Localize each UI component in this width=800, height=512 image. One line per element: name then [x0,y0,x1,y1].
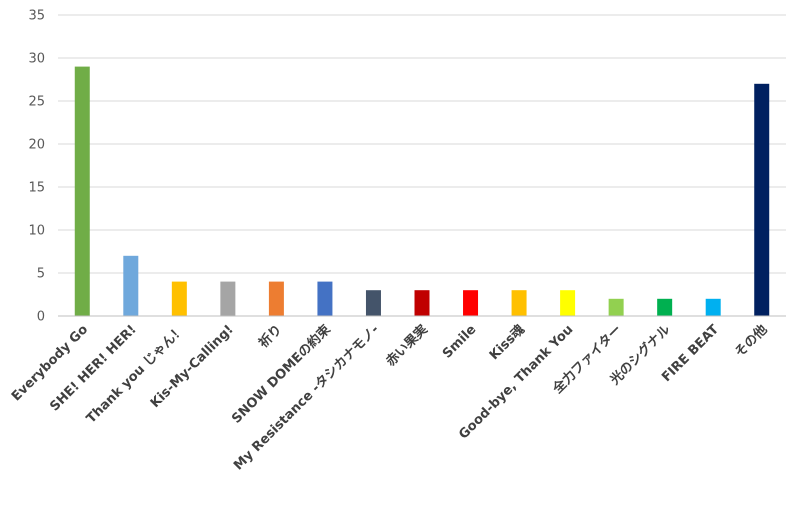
bar [220,281,236,316]
y-tick-label: 30 [28,52,45,67]
y-tick-label: 15 [28,181,45,196]
x-tick-label: 祈り [256,322,286,352]
y-tick-label: 10 [28,224,45,239]
y-tick-label: 25 [28,95,45,110]
bar [365,290,381,316]
x-tick-label: SHE! HER! HER! [47,322,139,414]
bars [74,66,770,316]
bar [317,281,333,316]
x-tick-label: その他 [732,322,771,361]
y-axis-ticks: 0 5 10 15 20 25 30 35 [28,9,45,325]
bar [754,83,770,316]
gridlines [58,14,786,274]
x-tick-label: 赤い果実 [383,322,431,370]
bar [560,290,576,316]
x-tick-label: Kis-My-Calling! [148,322,237,411]
y-tick-label: 5 [37,267,45,282]
bar [705,298,721,316]
y-tick-label: 0 [37,310,45,325]
x-tick-label: Kiss魂 [486,322,528,364]
y-tick-label: 20 [28,138,45,153]
y-tick-label: 35 [28,9,45,24]
bar [608,298,624,316]
bar [74,66,90,316]
x-tick-label: SNOW DOMEの約束 [229,321,335,427]
bar [414,290,430,316]
bar [657,298,673,316]
bar [123,255,139,316]
bar [511,290,527,316]
bar [268,281,284,316]
x-tick-label: Smile [440,322,479,361]
bar [171,281,187,316]
bar [463,290,479,316]
x-tick-label: Thank you じゃん！ [84,322,188,426]
